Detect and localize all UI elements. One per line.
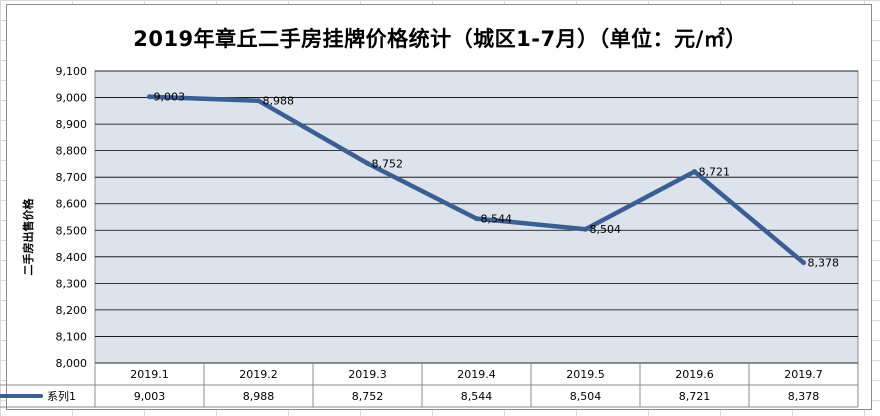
y-tick-label: 8,000 <box>56 357 88 370</box>
table-value: 8,504 <box>570 390 602 403</box>
x-tick-label: 2019.6 <box>675 368 714 381</box>
table-value: 8,721 <box>679 390 711 403</box>
data-point <box>474 216 479 222</box>
data-label: 8,721 <box>699 166 731 179</box>
y-tick-label: 8,200 <box>56 304 88 317</box>
x-tick-label: 2019.7 <box>784 368 823 381</box>
data-label: 8,752 <box>372 157 404 170</box>
table-value: 8,544 <box>461 390 493 403</box>
data-label: 8,504 <box>590 223 622 236</box>
data-label: 8,544 <box>481 213 513 226</box>
data-point <box>147 94 152 100</box>
y-tick-label: 8,700 <box>56 171 88 184</box>
y-tick-label: 8,900 <box>56 118 88 131</box>
x-tick-label: 2019.5 <box>566 368 605 381</box>
y-tick-label: 8,800 <box>56 145 88 158</box>
data-point <box>365 160 370 166</box>
y-tick-label: 8,300 <box>56 277 88 290</box>
y-tick-label: 8,400 <box>56 251 88 264</box>
table-value: 8,988 <box>243 390 275 403</box>
y-tick-label: 9,000 <box>56 92 88 105</box>
table-value: 8,752 <box>352 390 384 403</box>
y-tick-label: 9,100 <box>56 65 88 78</box>
data-point <box>583 226 588 232</box>
data-label: 8,378 <box>808 257 840 270</box>
table-value: 8,378 <box>788 390 820 403</box>
table-value: 9,003 <box>134 390 166 403</box>
x-tick-label: 2019.4 <box>457 368 496 381</box>
y-tick-label: 8,100 <box>56 330 88 343</box>
data-label: 9,003 <box>154 91 186 104</box>
x-tick-label: 2019.1 <box>130 368 169 381</box>
y-tick-label: 8,500 <box>56 224 88 237</box>
data-label: 8,988 <box>263 95 295 108</box>
data-point <box>801 260 806 266</box>
data-point <box>692 169 697 175</box>
x-tick-label: 2019.2 <box>239 368 278 381</box>
legend-label: 系列1 <box>47 389 76 403</box>
y-tick-label: 8,600 <box>56 198 88 211</box>
data-point <box>256 98 261 104</box>
chart-title: 2019年章丘二手房挂牌价格统计（城区1-7月）（单位：元/㎡） <box>133 27 747 51</box>
x-tick-label: 2019.3 <box>348 368 387 381</box>
